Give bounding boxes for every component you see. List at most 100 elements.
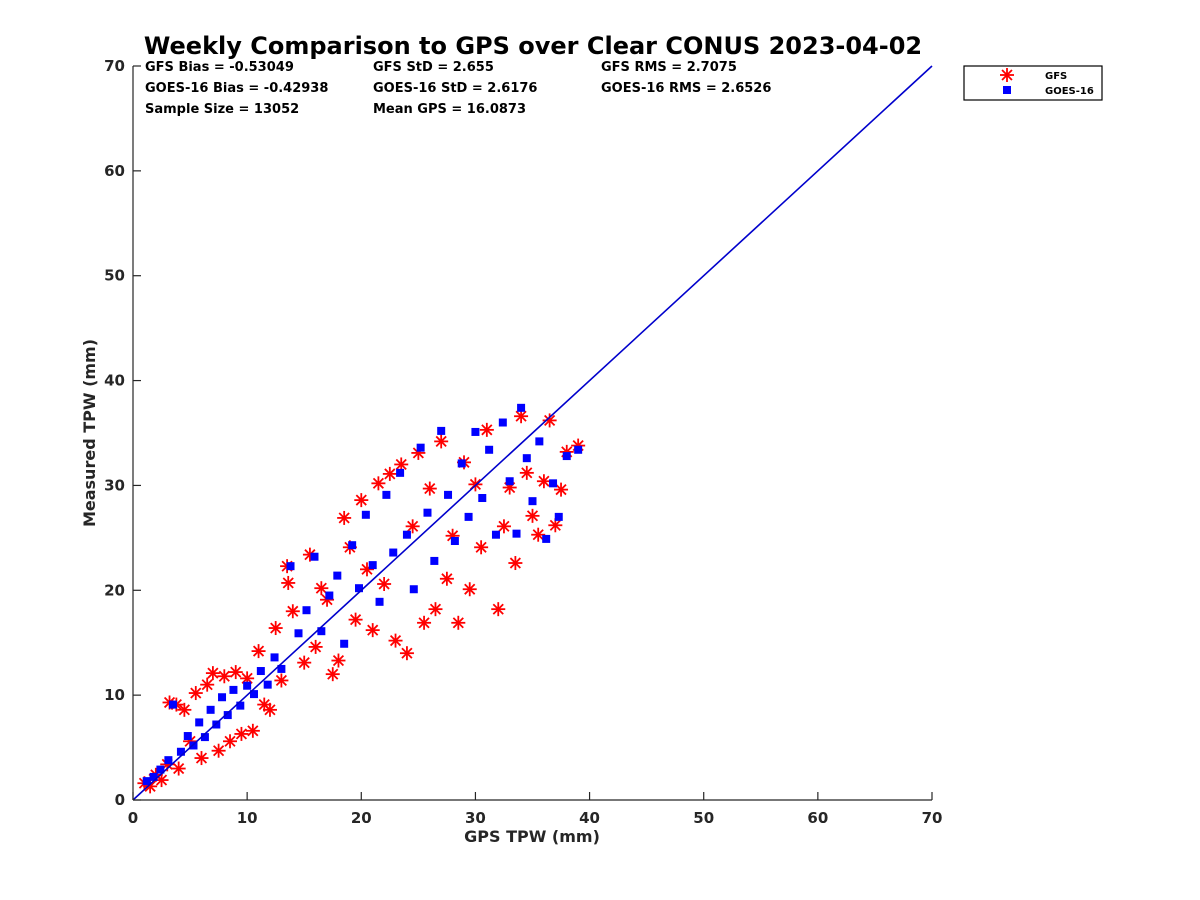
goes16-point — [416, 443, 425, 452]
goes16-point — [340, 639, 349, 648]
goes16-point — [450, 537, 459, 546]
gfs-point — [554, 482, 569, 497]
legend-goes16-square-icon — [1003, 86, 1011, 94]
goes16-point — [218, 693, 227, 702]
gfs-point — [348, 612, 363, 627]
goes16-point — [302, 606, 311, 615]
gfs-point — [536, 474, 551, 489]
goes16-point — [542, 534, 551, 543]
gfs-point — [519, 465, 534, 480]
goes16-point — [200, 733, 209, 742]
gfs-point — [479, 422, 494, 437]
gfs-point — [542, 413, 557, 428]
gfs-point — [462, 582, 477, 597]
goes16-point — [562, 452, 571, 461]
y-tick-label: 70 — [104, 57, 125, 75]
goes16-point — [142, 777, 151, 786]
goes16-point — [361, 510, 370, 519]
gfs-point — [308, 639, 323, 654]
goes16-point — [491, 530, 500, 539]
gfs-point — [285, 604, 300, 619]
y-tick-label: 40 — [104, 372, 125, 390]
gfs-point — [223, 734, 238, 749]
one-to-one-line — [132, 65, 933, 801]
x-ticks: 0 10 20 30 40 50 60 70 — [128, 792, 942, 827]
goes16-point — [263, 680, 272, 689]
goes16-points — [142, 403, 583, 786]
gfs-point — [405, 519, 420, 534]
gfs-point — [194, 751, 209, 766]
goes16-point — [528, 497, 537, 506]
x-tick-label: 10 — [237, 809, 258, 827]
goes16-point — [409, 585, 418, 594]
gfs-point — [205, 666, 220, 681]
stat-gfs-bias: GFS Bias = -0.53049 — [145, 60, 294, 75]
legend-goes16-label: GOES-16 — [1045, 86, 1094, 97]
legend-box — [963, 65, 1103, 101]
gfs-point — [297, 655, 312, 670]
goes16-point — [249, 690, 258, 699]
goes16-point — [498, 418, 507, 427]
x-tick-label: 40 — [579, 809, 600, 827]
goes16-point — [485, 445, 494, 454]
goes16-point — [430, 556, 439, 565]
goes16-point — [348, 541, 357, 550]
y-axis-label: Measured TPW (mm) — [80, 339, 99, 527]
gfs-point — [240, 671, 255, 686]
gfs-point — [211, 743, 226, 758]
goes16-point — [310, 552, 319, 561]
goes16-point — [286, 562, 295, 571]
goes16-point — [522, 454, 531, 463]
goes16-point — [270, 653, 279, 662]
gfs-point — [228, 665, 243, 680]
stat-mean-gps: Mean GPS = 16.0873 — [373, 102, 526, 117]
gfs-point — [474, 540, 489, 555]
legend-gfs-label: GFS — [1045, 71, 1067, 82]
stat-goes-bias: GOES-16 Bias = -0.42938 — [145, 81, 328, 96]
goes16-point — [355, 584, 364, 593]
gfs-point — [251, 644, 266, 659]
gfs-point — [354, 493, 369, 508]
goes16-point — [402, 530, 411, 539]
legend-gfs-asterisk-mark — [1000, 68, 1014, 82]
gfs-point — [394, 457, 409, 472]
goes16-point — [444, 490, 453, 499]
gfs-point — [434, 434, 449, 449]
y-tick-label: 60 — [104, 162, 125, 180]
x-tick-label: 0 — [128, 809, 138, 827]
gfs-point — [496, 519, 511, 534]
gfs-point — [217, 669, 232, 684]
gfs-point — [325, 667, 340, 682]
goes16-point — [505, 477, 514, 486]
y-ticks: 0 10 20 30 40 50 60 70 — [104, 57, 141, 809]
y-tick-label: 50 — [104, 267, 125, 285]
chart-title: Weekly Comparison to GPS over Clear CONU… — [144, 32, 922, 60]
goes16-point — [423, 508, 432, 517]
goes16-point — [396, 468, 405, 477]
gfs-point — [274, 673, 289, 688]
gfs-point — [422, 481, 437, 496]
goes16-point — [325, 591, 334, 600]
goes16-point — [535, 437, 544, 446]
stats-panel: GFS Bias = -0.53049 GFS StD = 2.655 GFS … — [145, 60, 771, 117]
goes16-point — [294, 629, 303, 638]
goes16-point — [368, 561, 377, 570]
legend: GFS GOES-16 — [963, 65, 1103, 101]
stat-goes-rms: GOES-16 RMS = 2.6526 — [601, 81, 771, 96]
gfs-point — [337, 510, 352, 525]
gfs-point — [245, 723, 260, 738]
stat-gfs-std: GFS StD = 2.655 — [373, 60, 494, 75]
goes16-point — [375, 597, 384, 606]
x-tick-label: 20 — [351, 809, 372, 827]
x-axis-label: GPS TPW (mm) — [464, 827, 600, 846]
goes16-point — [457, 459, 466, 468]
goes16-point — [389, 548, 398, 557]
gfs-point — [171, 761, 186, 776]
gfs-point — [188, 686, 203, 701]
goes16-point — [206, 705, 215, 714]
gfs-point — [525, 508, 540, 523]
gfs-point — [200, 677, 215, 692]
goes16-point — [195, 718, 204, 727]
gfs-point — [371, 476, 386, 491]
